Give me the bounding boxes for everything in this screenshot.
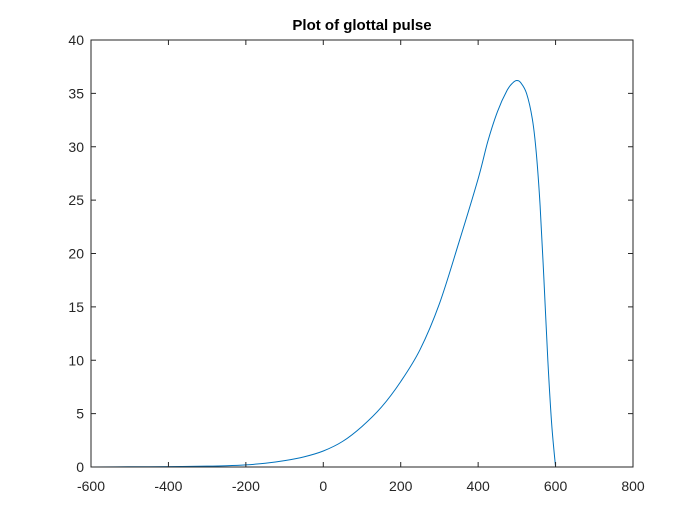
y-tick-label: 5: [76, 406, 84, 422]
x-tick-label: 600: [544, 478, 568, 494]
y-tick-label: 35: [68, 85, 84, 101]
y-tick-label: 10: [68, 352, 84, 368]
series-line: [90, 80, 557, 468]
x-tick-label: 0: [319, 478, 327, 494]
x-tick-label: -200: [232, 478, 260, 494]
x-tick-label: 200: [389, 478, 413, 494]
axes-box: [90, 39, 634, 468]
tick-layer: -600 -400 -200 0 200 400 600 800 0 5 10 15 20 25 30 35 4…: [68, 32, 644, 494]
y-tick-label: 15: [68, 299, 84, 315]
plot-area-background: [91, 40, 633, 467]
y-tick-label: 30: [68, 139, 84, 155]
chart-title: Plot of glottal pulse: [292, 17, 431, 34]
x-tick-label: -600: [77, 478, 105, 494]
data-layer: [90, 80, 557, 468]
y-tick-label: 40: [68, 32, 84, 48]
y-tick-label: 25: [68, 192, 84, 208]
x-tick-label: 400: [466, 478, 490, 494]
y-tick-label: 0: [76, 459, 84, 475]
x-tick-label: -400: [154, 478, 182, 494]
x-tick-label: 800: [621, 478, 645, 494]
y-tick-label: 20: [68, 246, 84, 262]
